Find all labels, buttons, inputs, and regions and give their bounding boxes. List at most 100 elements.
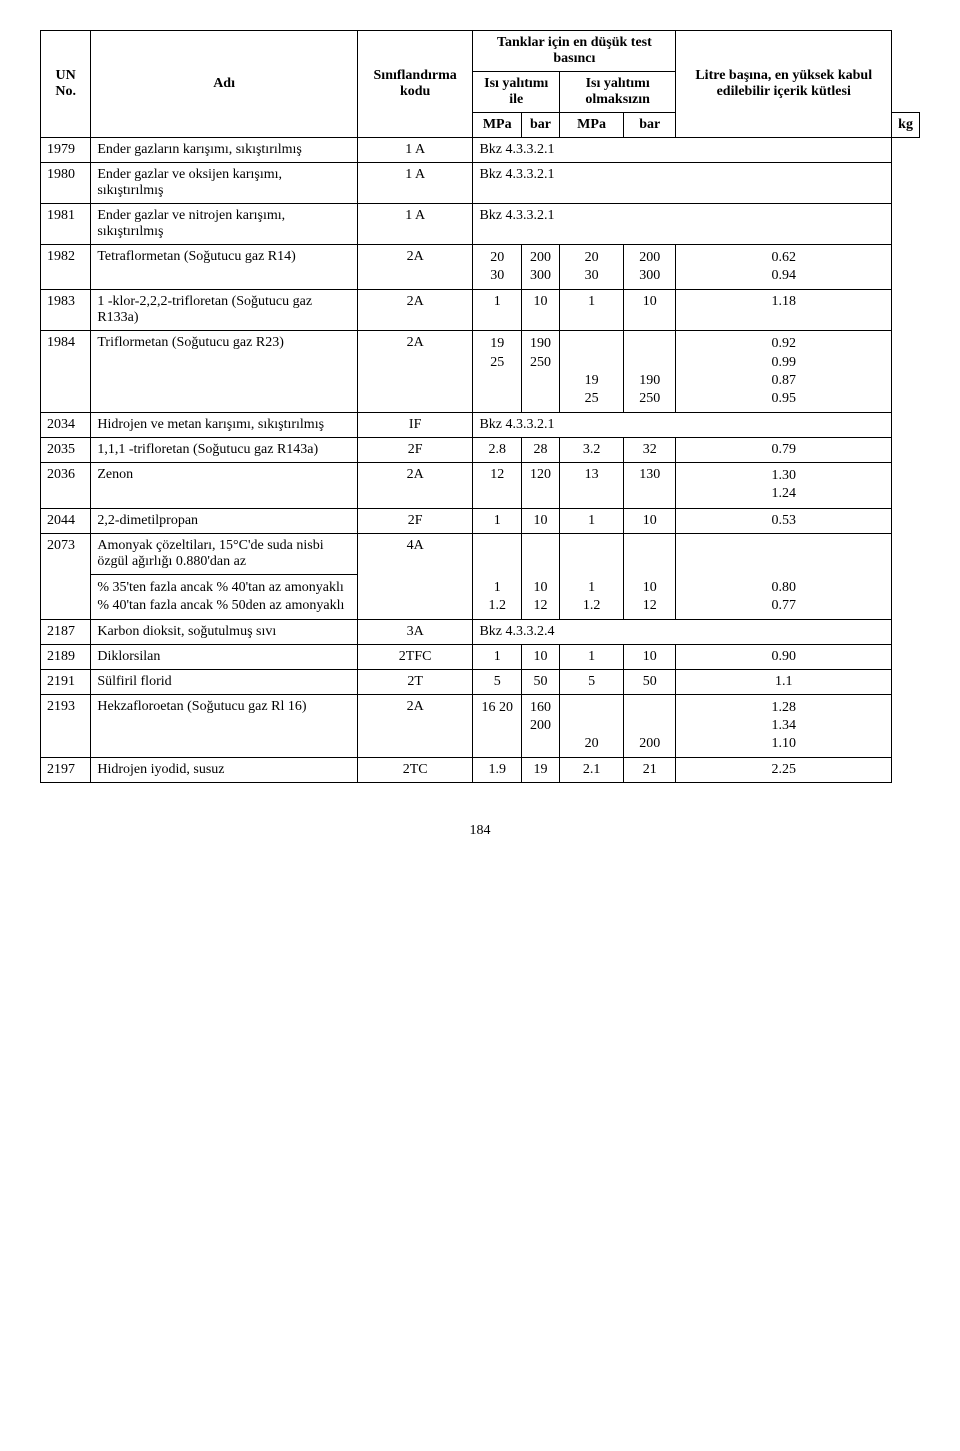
cell-note: Bkz 4.3.3.2.1 (473, 204, 892, 245)
cell-code: 4A (357, 533, 473, 619)
cell-mpa1: 16 20 (473, 694, 522, 758)
cell-un-no: 2034 (41, 413, 91, 438)
cell-mpa2: 1 (560, 290, 624, 331)
cell-un-no: 2073 (41, 533, 91, 619)
table-row: 1979 Ender gazların karışımı, sıkıştırıl… (41, 138, 920, 163)
cell-code: 2TC (357, 758, 473, 783)
header-row-1: UN No. Adı Sınıflandırma kodu Tanklar iç… (41, 31, 920, 72)
cell-mpa1: 11.2 (473, 533, 522, 619)
cell-un-no: 2191 (41, 669, 91, 694)
cell-un-no: 1984 (41, 331, 91, 413)
cell-un-no: 1980 (41, 163, 91, 204)
cell-un-no: 1982 (41, 245, 91, 290)
col-with-insulation: Isı yalıtımı ile (473, 72, 560, 113)
cell-un-no: 2193 (41, 694, 91, 758)
cell-un-no: 1983 (41, 290, 91, 331)
cell-code: IF (357, 413, 473, 438)
cell-code: 1 A (357, 204, 473, 245)
cell-un-no: 2187 (41, 619, 91, 644)
cell-name: Amonyak çözeltiları, 15°C'de suda nisbi … (91, 533, 357, 574)
cell-kg: 0.920.990.870.95 (676, 331, 892, 413)
table-row: 2191 Sülfiril florid 2T 5 50 5 50 1.1 (41, 669, 920, 694)
cell-name: Ender gazlar ve nitrojen karışımı, sıkış… (91, 204, 357, 245)
cell-bar1: 19 (522, 758, 560, 783)
cell-bar1: 120 (522, 463, 560, 508)
cell-kg: 0.620.94 (676, 245, 892, 290)
data-table: UN No. Adı Sınıflandırma kodu Tanklar iç… (40, 30, 920, 783)
table-row: 2187 Karbon dioksit, soğutulmuş sıvı 3A … (41, 619, 920, 644)
cell-un-no: 2197 (41, 758, 91, 783)
cell-bar1: 190250 (522, 331, 560, 413)
cell-note: Bkz 4.3.3.2.1 (473, 138, 892, 163)
cell-mpa2: 1 (560, 508, 624, 533)
col-without-insulation: Isı yalıtımı olmaksızın (560, 72, 676, 113)
cell-mpa2: 5 (560, 669, 624, 694)
cell-name: 1 -klor-2,2,2-trifloretan (Soğutucu gaz … (91, 290, 357, 331)
cell-code: 2F (357, 508, 473, 533)
cell-mpa2: 2.1 (560, 758, 624, 783)
table-row: 2073 Amonyak çözeltiları, 15°C'de suda n… (41, 533, 920, 574)
cell-code: 2A (357, 463, 473, 508)
cell-note: Bkz 4.3.3.2.1 (473, 163, 892, 204)
unit-mpa-2: MPa (560, 113, 624, 138)
cell-mpa2: 1925 (560, 331, 624, 413)
col-un-no: UN No. (41, 31, 91, 138)
cell-bar2: 10 (624, 508, 676, 533)
cell-mpa2: 3.2 (560, 438, 624, 463)
table-row: 2036 Zenon 2A 12 120 13 130 1.301.24 (41, 463, 920, 508)
table-row: 2197 Hidrojen iyodid, susuz 2TC 1.9 19 2… (41, 758, 920, 783)
cell-bar2: 130 (624, 463, 676, 508)
cell-name: Ender gazlar ve oksijen karışımı, sıkışt… (91, 163, 357, 204)
cell-bar1: 50 (522, 669, 560, 694)
cell-bar2: 1012 (624, 533, 676, 619)
cell-mpa1: 1 (473, 644, 522, 669)
unit-kg: kg (892, 113, 920, 138)
cell-mpa2: 1 (560, 644, 624, 669)
cell-un-no: 2035 (41, 438, 91, 463)
table-row: 1981 Ender gazlar ve nitrojen karışımı, … (41, 204, 920, 245)
col-test-pressure: Tanklar için en düşük test basıncı (473, 31, 676, 72)
cell-un-no: 2189 (41, 644, 91, 669)
cell-name: Hekzafloroetan (Soğutucu gaz Rl 16) (91, 694, 357, 758)
cell-bar2: 200300 (624, 245, 676, 290)
cell-code: 2A (357, 245, 473, 290)
table-row: 1980 Ender gazlar ve oksijen karışımı, s… (41, 163, 920, 204)
cell-bar1: 200300 (522, 245, 560, 290)
cell-mpa1: 1925 (473, 331, 522, 413)
cell-name: % 35'ten fazla ancak % 40'tan az amonyak… (91, 574, 357, 619)
cell-mpa1: 1 (473, 508, 522, 533)
cell-kg: 1.301.24 (676, 463, 892, 508)
cell-name: Tetraflormetan (Soğutucu gaz R14) (91, 245, 357, 290)
cell-mpa1: 1 (473, 290, 522, 331)
cell-un-no: 1979 (41, 138, 91, 163)
page-number: 184 (40, 823, 920, 839)
unit-mpa-1: MPa (473, 113, 522, 138)
cell-code: 2T (357, 669, 473, 694)
cell-mpa2: 2030 (560, 245, 624, 290)
cell-kg: 2.25 (676, 758, 892, 783)
table-row: 1982 Tetraflormetan (Soğutucu gaz R14) 2… (41, 245, 920, 290)
cell-note: Bkz 4.3.3.2.1 (473, 413, 892, 438)
cell-un-no: 1981 (41, 204, 91, 245)
cell-kg: 0.53 (676, 508, 892, 533)
cell-code: 1 A (357, 138, 473, 163)
cell-name: Ender gazların karışımı, sıkıştırılmış (91, 138, 357, 163)
cell-bar2: 10 (624, 290, 676, 331)
col-max-mass: Litre başına, en yüksek kabul edilebilir… (676, 31, 892, 138)
cell-code: 2TFC (357, 644, 473, 669)
cell-name: Zenon (91, 463, 357, 508)
cell-bar2: 200 (624, 694, 676, 758)
cell-code: 2A (357, 290, 473, 331)
cell-bar1: 160200 (522, 694, 560, 758)
table-row: 2034 Hidrojen ve metan karışımı, sıkıştı… (41, 413, 920, 438)
cell-code: 3A (357, 619, 473, 644)
cell-bar1: 10 (522, 290, 560, 331)
table-row: 1984 Triflormetan (Soğutucu gaz R23) 2A … (41, 331, 920, 413)
table-row: 1983 1 -klor-2,2,2-trifloretan (Soğutucu… (41, 290, 920, 331)
cell-mpa2: 11.2 (560, 533, 624, 619)
cell-kg: 1.1 (676, 669, 892, 694)
cell-mpa2: 13 (560, 463, 624, 508)
table-row: 2035 1,1,1 -trifloretan (Soğutucu gaz R1… (41, 438, 920, 463)
cell-name: Sülfiril florid (91, 669, 357, 694)
cell-bar2: 50 (624, 669, 676, 694)
